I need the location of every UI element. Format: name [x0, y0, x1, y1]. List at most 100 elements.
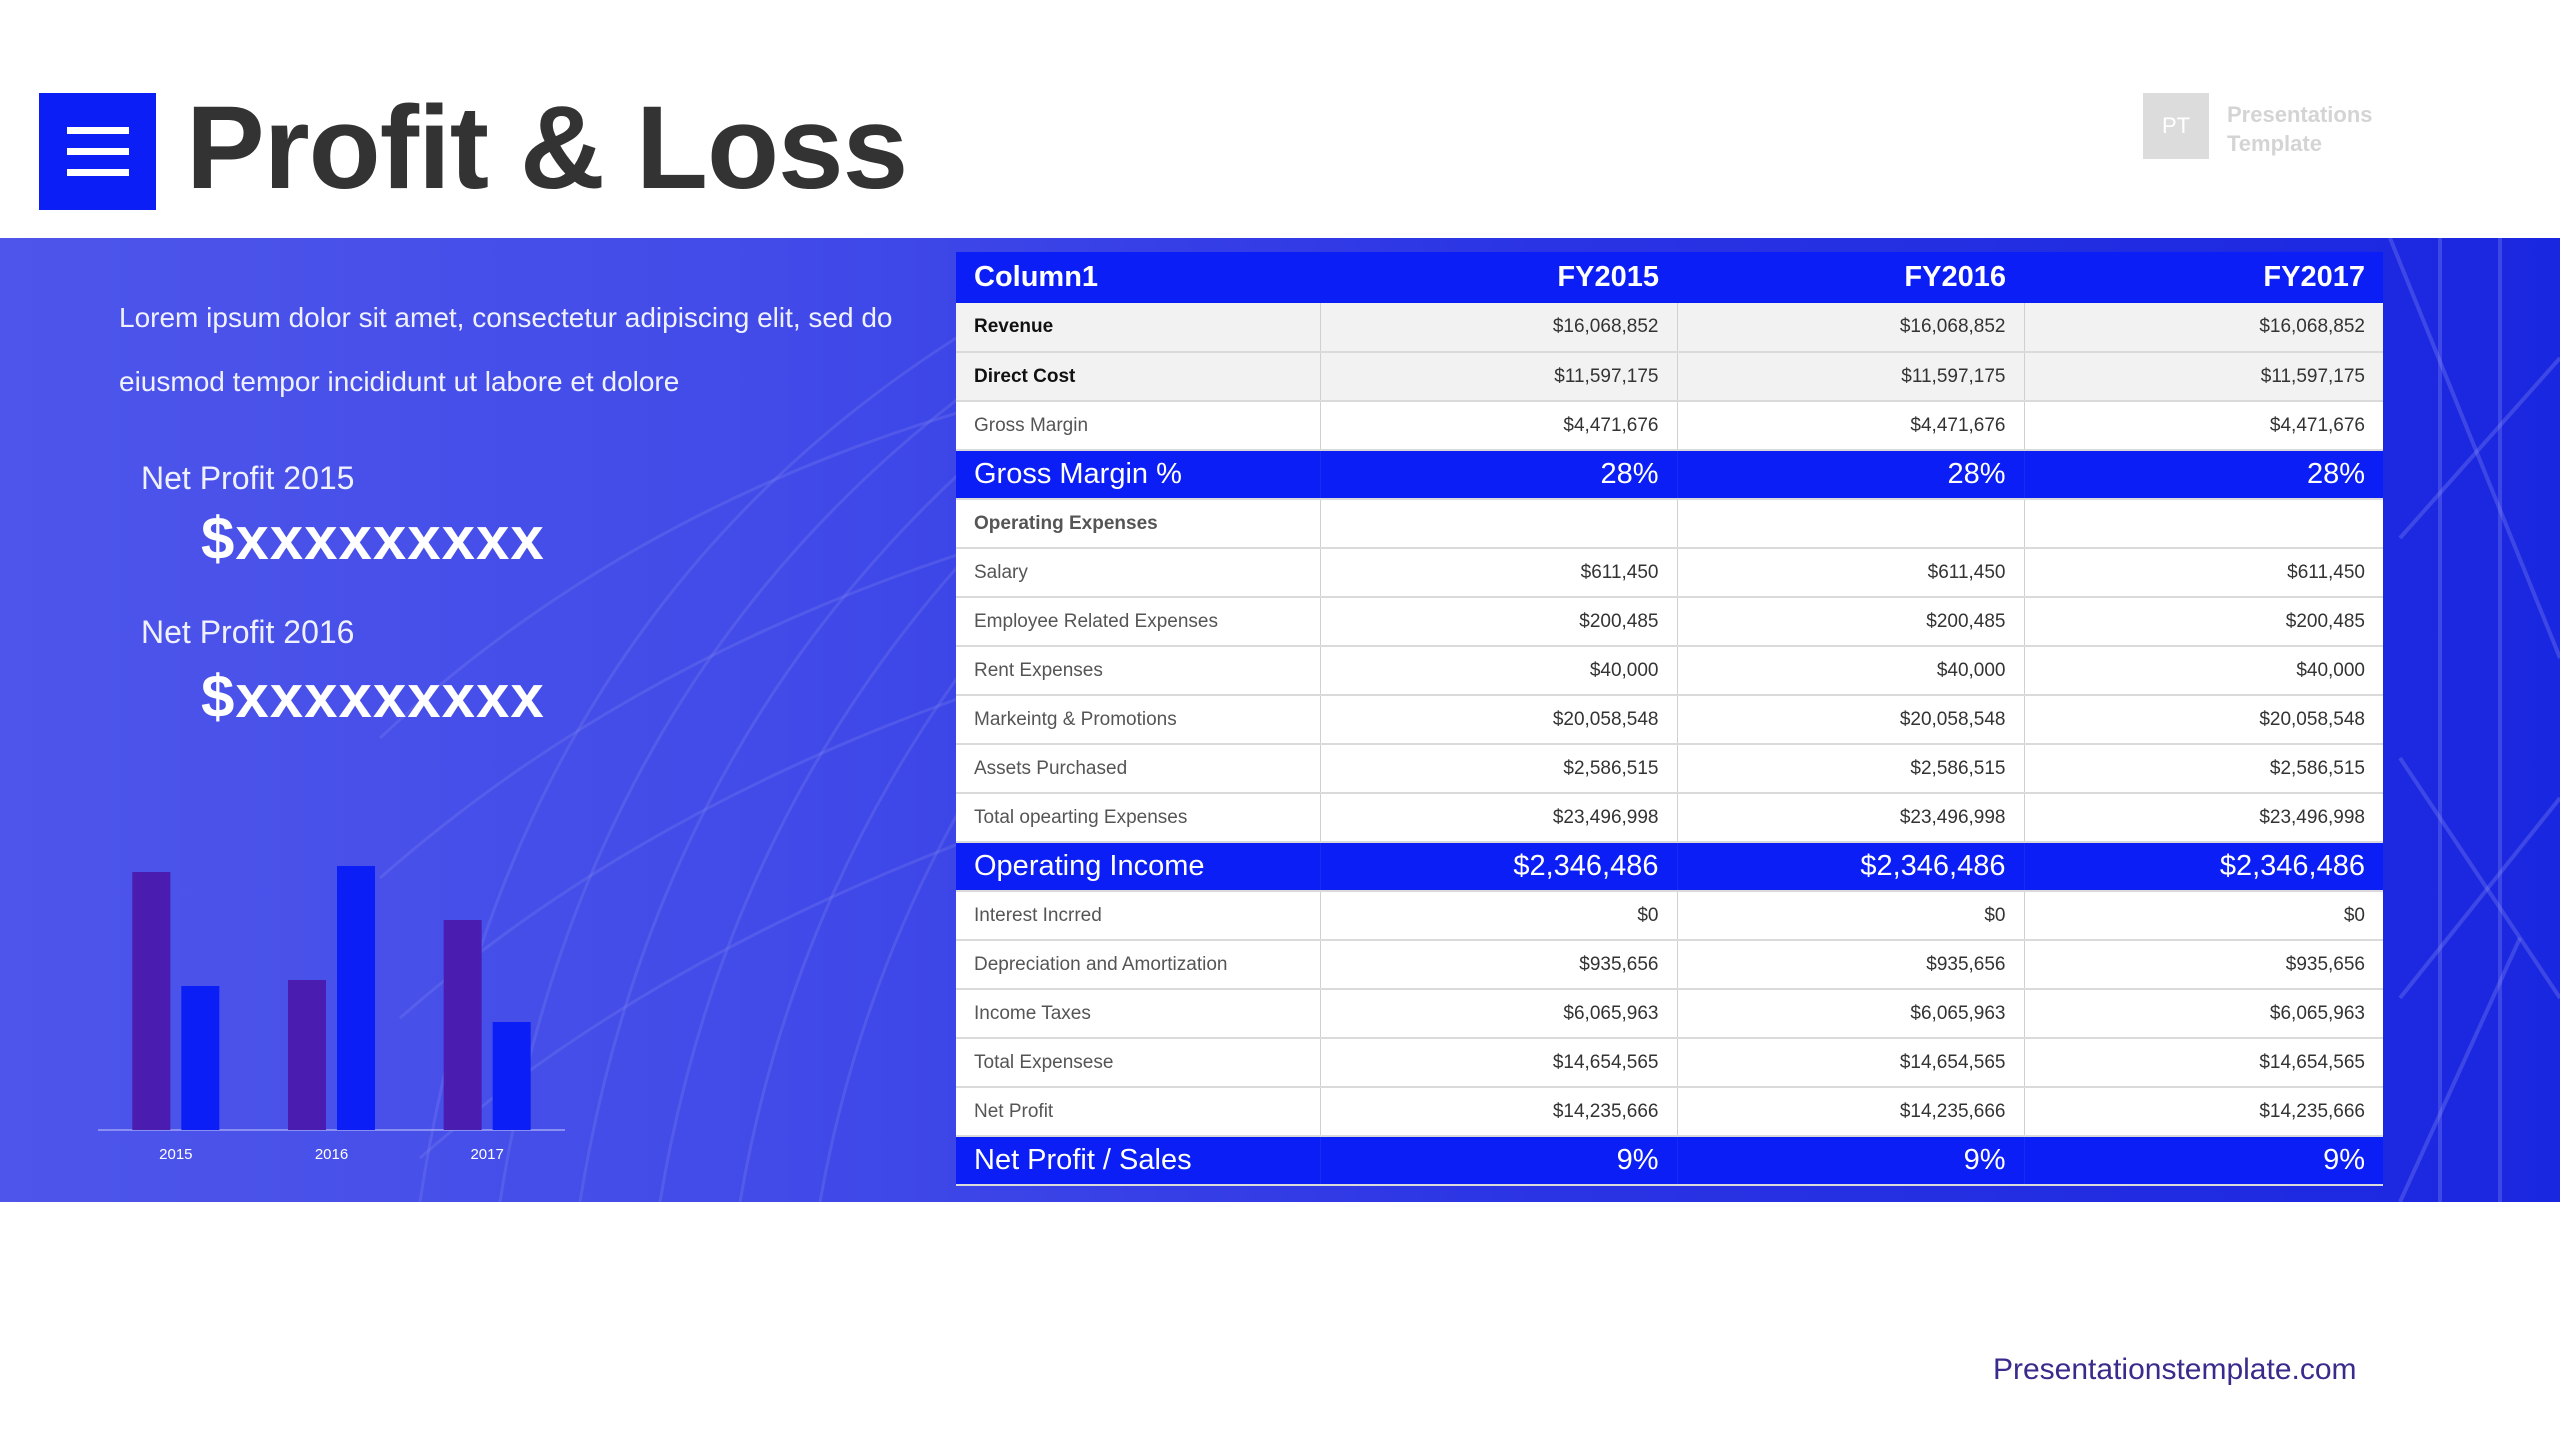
row-label: Depreciation and Amortization	[956, 940, 1320, 990]
column-header: FY2016	[1677, 252, 2024, 303]
table-cell: $20,058,548	[1319, 695, 1677, 745]
table-cell: $611,450	[1676, 548, 2024, 598]
footer-website: Presentationstemplate.com	[1993, 1353, 2357, 1386]
table-cell: 28%	[1676, 450, 2024, 500]
table-cell: $6,065,963	[1676, 989, 2024, 1039]
row-label: Net Profit / Sales	[956, 1136, 1320, 1186]
table-cell: $11,597,175	[2023, 352, 2383, 402]
table-cell: $11,597,175	[1319, 352, 1677, 402]
x-tick-label: 2017	[470, 1146, 503, 1163]
column-header: FY2017	[2024, 252, 2383, 303]
column-header: FY2015	[1320, 252, 1677, 303]
table-cell	[1676, 499, 2024, 549]
table-cell: $4,471,676	[1676, 401, 2024, 451]
table-cell: $16,068,852	[1319, 303, 1677, 353]
table-cell: $4,471,676	[2023, 401, 2383, 451]
table-cell: $2,586,515	[1676, 744, 2024, 794]
table-row: Salary $611,450 $611,450 $611,450	[956, 548, 2383, 598]
table-cell: $11,597,175	[1676, 352, 2024, 402]
row-label: Salary	[956, 548, 1320, 598]
profit-loss-table: Column1 FY2015 FY2016 FY2017 Revenue $16,…	[956, 252, 2383, 1186]
bar-2017-series-1	[443, 920, 482, 1130]
logo-icon: PT	[2143, 93, 2209, 159]
table-row: Gross Margin % 28% 28% 28%	[956, 450, 2383, 500]
table-cell: $200,485	[1676, 597, 2024, 647]
table-cell: $0	[1319, 891, 1677, 941]
page-title: Profit & Loss	[186, 82, 908, 214]
table-row: Direct Cost $11,597,175 $11,597,175 $11,597…	[956, 352, 2383, 402]
table-cell: $2,586,515	[2023, 744, 2383, 794]
row-label: Direct Cost	[956, 352, 1320, 402]
table-row: Operating Expenses	[956, 499, 2383, 549]
row-label: Gross Margin %	[956, 450, 1320, 500]
x-tick-label: 2016	[315, 1146, 348, 1163]
net-profit-2016-label: Net Profit 2016	[141, 614, 355, 650]
row-label: Rent Expenses	[956, 646, 1320, 696]
table-cell: $0	[2023, 891, 2383, 941]
row-label: Gross Margin	[956, 401, 1320, 451]
bar-2017-series-2	[492, 1022, 531, 1130]
table-cell: 28%	[2023, 450, 2383, 500]
logo-text: Presentations Template	[2227, 100, 2447, 158]
table-cell: $6,065,963	[2023, 989, 2383, 1039]
table-cell: 28%	[1319, 450, 1677, 500]
row-label: Markeintg & Promotions	[956, 695, 1320, 745]
row-label: Operating Income	[956, 842, 1320, 892]
table-row: Net Profit $14,235,666 $14,235,666 $14,235,…	[956, 1087, 2383, 1137]
bar-2016-series-2	[337, 866, 375, 1130]
table-row: Depreciation and Amortization $935,656 $93…	[956, 940, 2383, 990]
bar-2015-series-1	[132, 872, 171, 1130]
table-cell: $6,065,963	[1319, 989, 1677, 1039]
table-cell: $2,346,486	[2023, 842, 2383, 892]
logo-line-1: Presentations	[2227, 102, 2373, 127]
table-cell: $40,000	[1319, 646, 1677, 696]
table-row: Assets Purchased $2,586,515 $2,586,515 $2,5…	[956, 744, 2383, 794]
table-cell: $14,654,565	[1319, 1038, 1677, 1088]
logo-line-2: Template	[2227, 131, 2322, 156]
table-cell	[1319, 499, 1677, 549]
table-row: Employee Related Expenses $200,485 $200,48…	[956, 597, 2383, 647]
table-cell: $2,346,486	[1676, 842, 2024, 892]
table-cell: $935,656	[1319, 940, 1677, 990]
net-profit-2015-label: Net Profit 2015	[141, 460, 355, 496]
net-profit-2016-value: $xxxxxxxxx	[201, 663, 545, 730]
menu-icon[interactable]	[39, 93, 156, 210]
column-header: Column1	[956, 252, 1320, 303]
table-row: Total Expensese $14,654,565 $14,654,565 $14…	[956, 1038, 2383, 1088]
table-header-row: Column1 FY2015 FY2016 FY2017	[956, 252, 2383, 303]
table-cell: $16,068,852	[2023, 303, 2383, 353]
table-cell: $14,235,666	[1676, 1087, 2024, 1137]
table-cell: $23,496,998	[1676, 793, 2024, 843]
table-cell: $14,654,565	[1676, 1038, 2024, 1088]
row-label: Employee Related Expenses	[956, 597, 1320, 647]
table-cell: $40,000	[1676, 646, 2024, 696]
row-label: Total Expensese	[956, 1038, 1320, 1088]
table-row: Income Taxes $6,065,963 $6,065,963 $6,065,9…	[956, 989, 2383, 1039]
table-row: Markeintg & Promotions $20,058,548 $20,058…	[956, 695, 2383, 745]
table-cell: $23,496,998	[1319, 793, 1677, 843]
row-label: Income Taxes	[956, 989, 1320, 1039]
table-cell: $40,000	[2023, 646, 2383, 696]
table-row: Revenue $16,068,852 $16,068,852 $16,068,852	[956, 303, 2383, 353]
table-row: Total opearting Expenses $23,496,998 $23,4…	[956, 793, 2383, 843]
table-cell: $20,058,548	[1676, 695, 2024, 745]
table-cell: $611,450	[2023, 548, 2383, 598]
table-cell: $0	[1676, 891, 2024, 941]
bar-chart: 2015 2016 2017	[98, 866, 565, 1163]
table-cell: $2,346,486	[1319, 842, 1677, 892]
row-label: Total opearting Expenses	[956, 793, 1320, 843]
table-cell: $4,471,676	[1319, 401, 1677, 451]
table-cell: $2,586,515	[1319, 744, 1677, 794]
table-cell	[2023, 499, 2383, 549]
table-cell: 9%	[2023, 1136, 2383, 1186]
table-cell: $200,485	[2023, 597, 2383, 647]
row-label: Assets Purchased	[956, 744, 1320, 794]
table-cell: $935,656	[1676, 940, 2024, 990]
table-cell: $200,485	[1319, 597, 1677, 647]
table-cell: $23,496,998	[2023, 793, 2383, 843]
table-cell: $14,235,666	[2023, 1087, 2383, 1137]
table-cell: 9%	[1676, 1136, 2024, 1186]
x-tick-label: 2015	[159, 1146, 192, 1163]
row-label: Interest Incrred	[956, 891, 1320, 941]
net-profit-2015-value: $xxxxxxxxx	[201, 505, 545, 572]
